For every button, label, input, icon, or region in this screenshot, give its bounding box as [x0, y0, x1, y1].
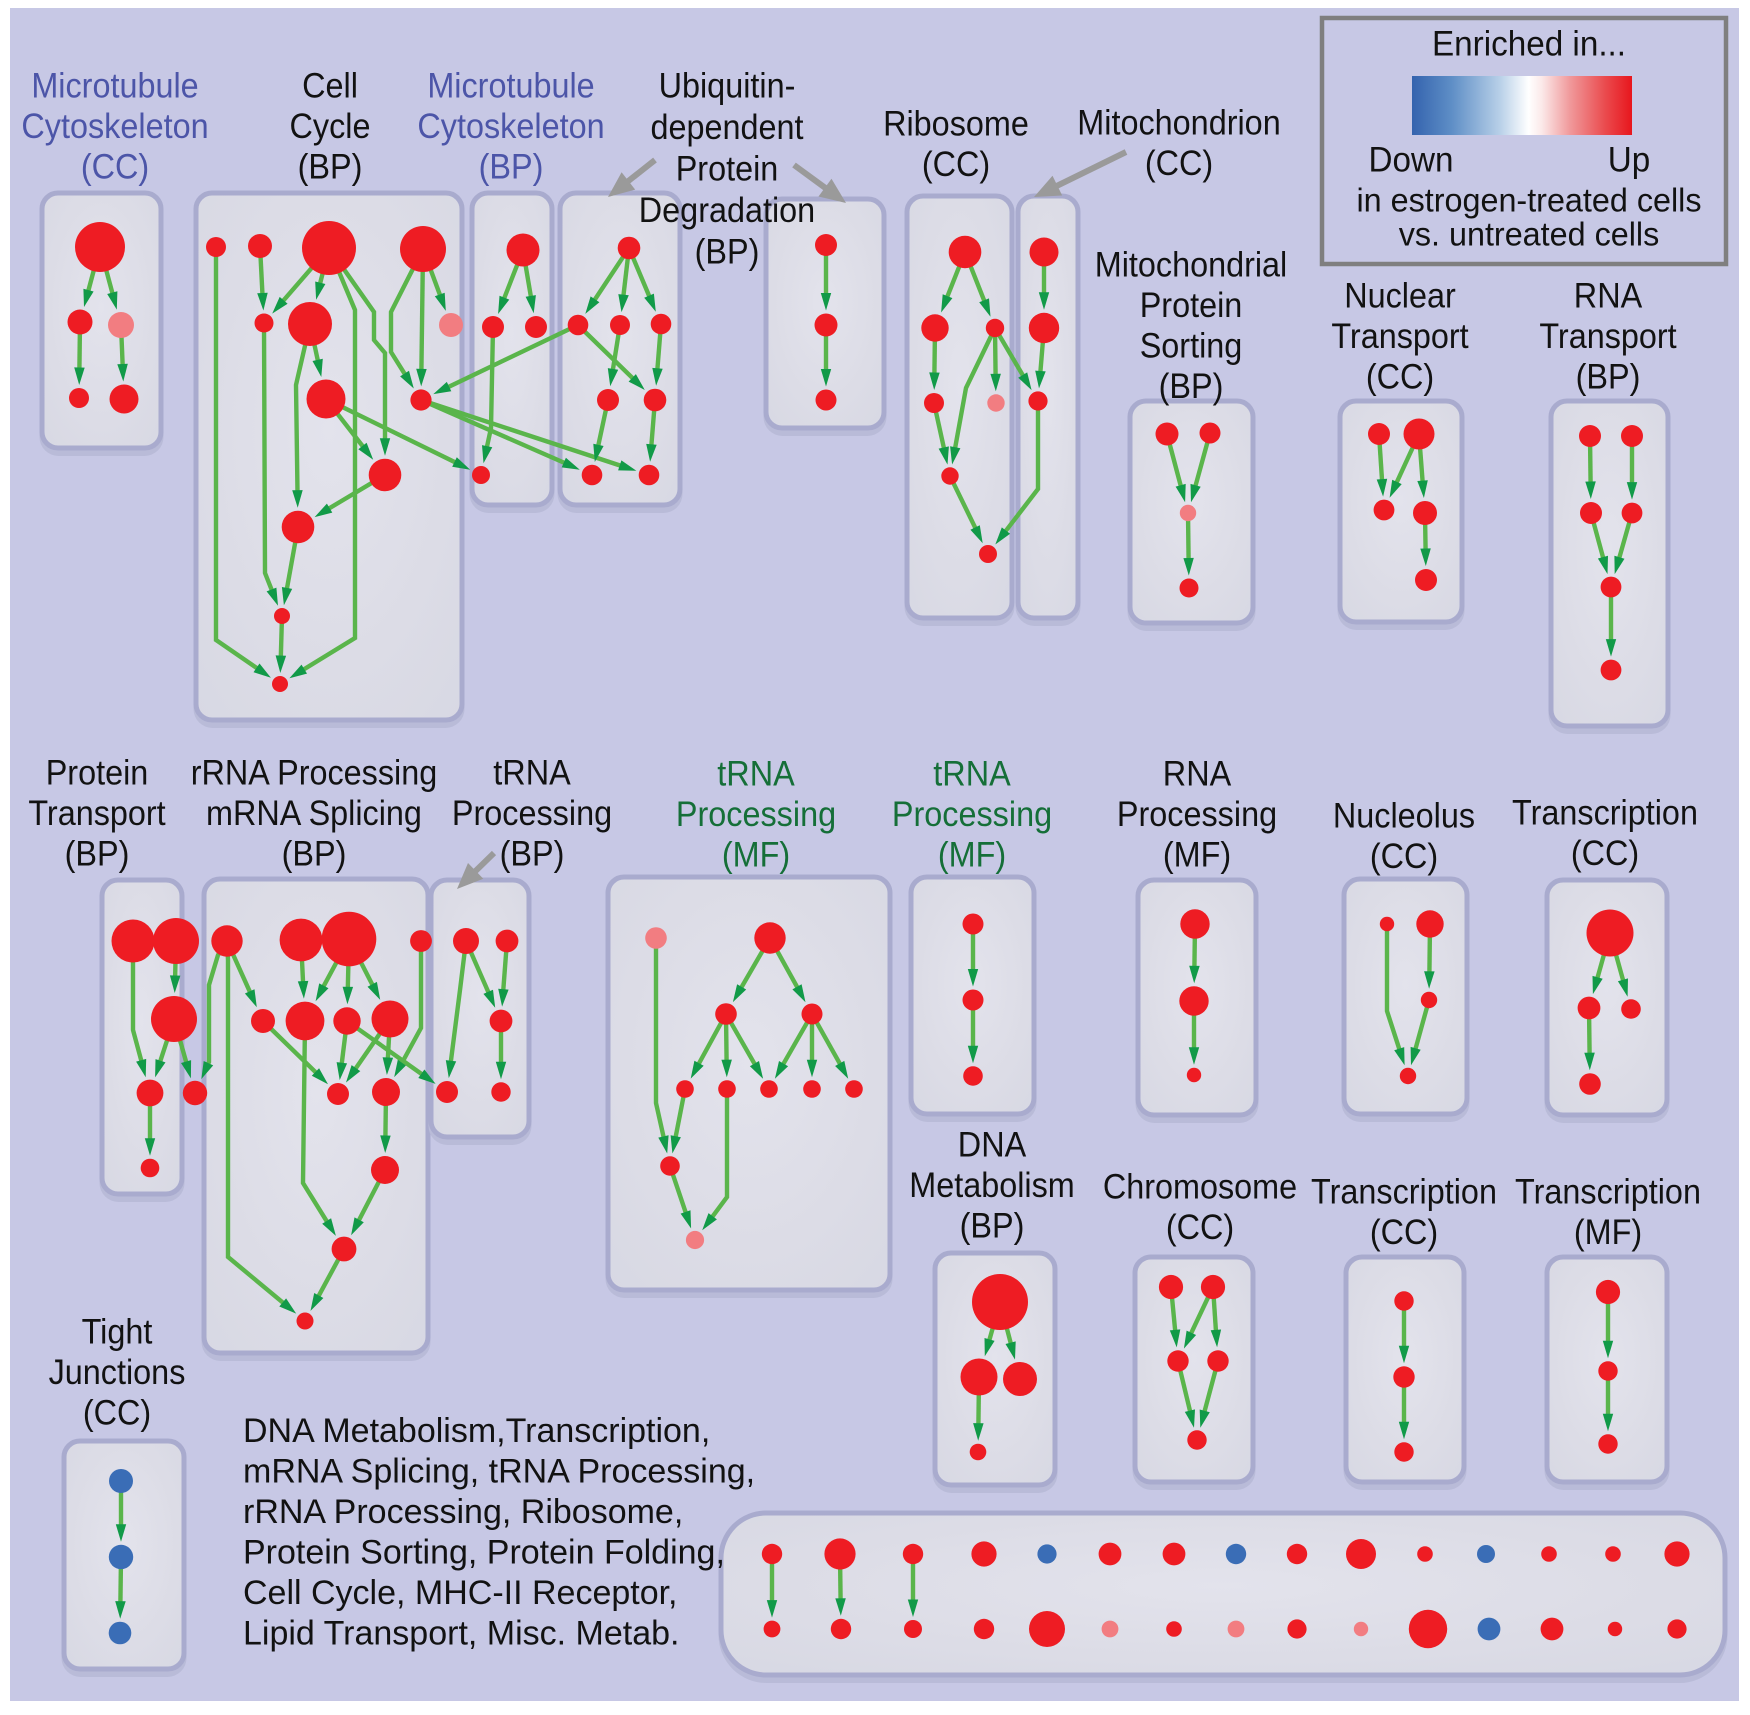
svg-text:in estrogen-treated cells: in estrogen-treated cells: [1356, 182, 1701, 219]
svg-text:tRNA: tRNA: [493, 753, 571, 792]
svg-text:Up: Up: [1608, 140, 1651, 179]
svg-text:mRNA Splicing: mRNA Splicing: [206, 794, 422, 833]
svg-text:Processing: Processing: [676, 795, 836, 834]
svg-text:Nucleolus: Nucleolus: [1333, 796, 1475, 835]
svg-text:(CC): (CC): [1366, 357, 1434, 396]
svg-text:(BP): (BP): [1576, 357, 1641, 396]
svg-text:(CC): (CC): [1571, 834, 1639, 873]
svg-text:Processing: Processing: [1117, 795, 1277, 834]
svg-text:(CC): (CC): [1145, 144, 1213, 183]
svg-text:Protein Sorting, Protein Foldi: Protein Sorting, Protein Folding,: [243, 1533, 725, 1571]
svg-text:Cell Cycle, MHC-II Receptor,: Cell Cycle, MHC-II Receptor,: [243, 1574, 678, 1612]
svg-text:(BP): (BP): [695, 232, 760, 271]
svg-text:(BP): (BP): [479, 147, 544, 186]
svg-text:Ubiquitin-: Ubiquitin-: [659, 66, 796, 105]
svg-text:Mitochondrion: Mitochondrion: [1077, 103, 1280, 142]
svg-text:Cycle: Cycle: [290, 107, 371, 146]
svg-text:RNA: RNA: [1574, 276, 1643, 315]
svg-text:Metabolism: Metabolism: [909, 1166, 1075, 1205]
svg-text:(MF): (MF): [938, 835, 1006, 874]
svg-text:Nuclear: Nuclear: [1344, 276, 1456, 315]
svg-text:Tight: Tight: [82, 1312, 153, 1351]
svg-text:Transcription: Transcription: [1311, 1172, 1497, 1211]
svg-text:(MF): (MF): [1163, 835, 1231, 874]
svg-text:dependent: dependent: [651, 108, 804, 147]
svg-text:(BP): (BP): [1159, 367, 1224, 406]
svg-text:Degradation: Degradation: [639, 191, 815, 230]
svg-text:mRNA Splicing, tRNA Processing: mRNA Splicing, tRNA Processing,: [243, 1452, 755, 1490]
svg-text:Protein: Protein: [676, 149, 779, 188]
svg-text:tRNA: tRNA: [717, 754, 795, 793]
svg-text:Microtubule: Microtubule: [427, 66, 594, 105]
svg-text:rRNA Processing: rRNA Processing: [191, 753, 438, 792]
svg-text:DNA Metabolism,Transcription,: DNA Metabolism,Transcription,: [243, 1412, 710, 1450]
svg-text:(CC): (CC): [1166, 1208, 1234, 1247]
svg-text:rRNA Processing, Ribosome,: rRNA Processing, Ribosome,: [243, 1493, 683, 1531]
svg-text:(MF): (MF): [1574, 1213, 1642, 1252]
svg-text:Processing: Processing: [452, 794, 612, 833]
svg-text:Transcription: Transcription: [1512, 793, 1698, 832]
svg-text:(BP): (BP): [960, 1206, 1025, 1245]
svg-text:(BP): (BP): [500, 834, 565, 873]
svg-text:RNA: RNA: [1163, 754, 1232, 793]
svg-text:Cytoskeleton: Cytoskeleton: [417, 107, 604, 146]
svg-text:Enriched in...: Enriched in...: [1432, 24, 1626, 63]
svg-text:Transport: Transport: [28, 794, 166, 833]
svg-text:Cytoskeleton: Cytoskeleton: [21, 107, 208, 146]
svg-text:Microtubule: Microtubule: [31, 66, 198, 105]
svg-text:(CC): (CC): [1370, 837, 1438, 876]
svg-text:Down: Down: [1369, 140, 1454, 179]
svg-text:Mitochondrial: Mitochondrial: [1095, 245, 1288, 284]
svg-text:Sorting: Sorting: [1140, 326, 1243, 365]
svg-text:(CC): (CC): [922, 145, 990, 184]
svg-text:Transport: Transport: [1539, 317, 1677, 356]
svg-text:Lipid Transport, Misc. Metab.: Lipid Transport, Misc. Metab.: [243, 1614, 680, 1652]
svg-text:Protein: Protein: [46, 753, 149, 792]
svg-text:Protein: Protein: [1140, 286, 1243, 325]
svg-text:DNA: DNA: [958, 1125, 1027, 1164]
svg-text:vs. untreated cells: vs. untreated cells: [1399, 216, 1660, 253]
svg-text:Transport: Transport: [1331, 317, 1469, 356]
svg-text:Chromosome: Chromosome: [1103, 1167, 1297, 1206]
svg-text:(BP): (BP): [65, 834, 130, 873]
svg-text:(CC): (CC): [83, 1393, 151, 1432]
svg-text:tRNA: tRNA: [933, 754, 1011, 793]
svg-text:(CC): (CC): [81, 147, 149, 186]
svg-text:(BP): (BP): [282, 834, 347, 873]
svg-text:(MF): (MF): [722, 835, 790, 874]
svg-text:Cell: Cell: [302, 66, 358, 105]
svg-text:Transcription: Transcription: [1515, 1172, 1701, 1211]
svg-text:(BP): (BP): [298, 147, 363, 186]
svg-text:(CC): (CC): [1370, 1213, 1438, 1252]
svg-text:Processing: Processing: [892, 795, 1052, 834]
svg-text:Junctions: Junctions: [49, 1353, 186, 1392]
svg-text:Ribosome: Ribosome: [883, 104, 1029, 143]
